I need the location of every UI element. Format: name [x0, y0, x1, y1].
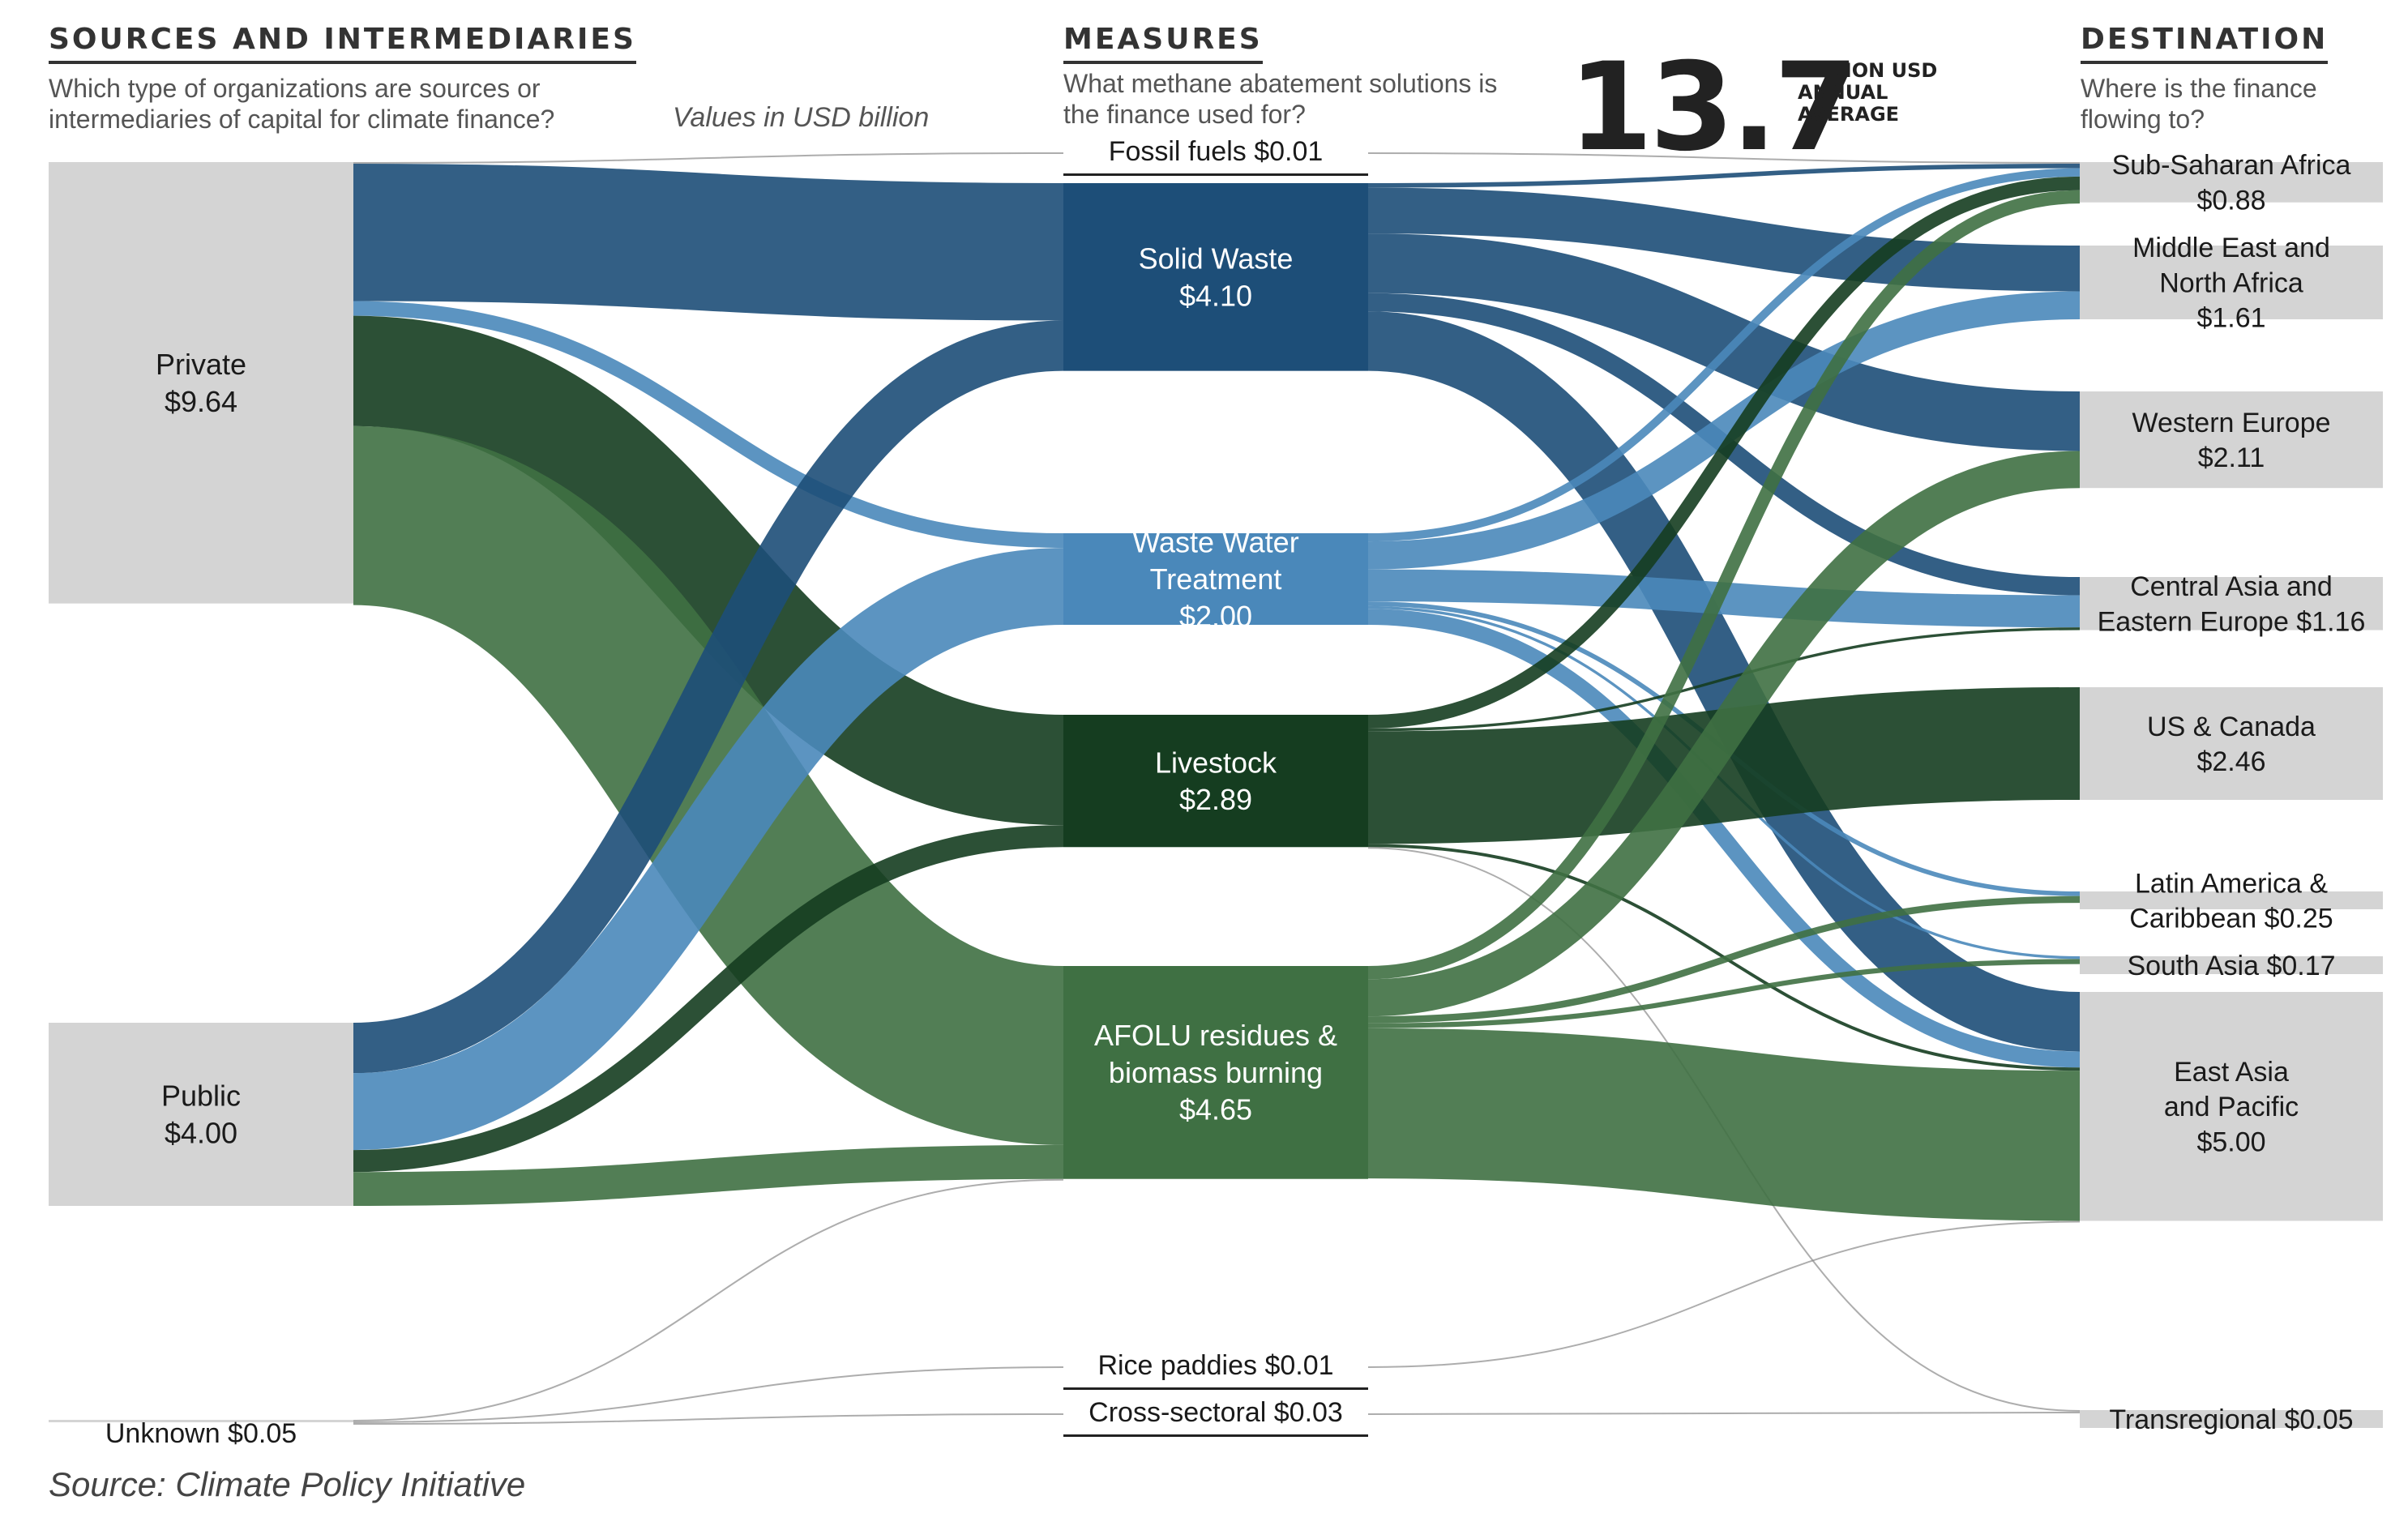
link-solid-waste-to-east-asia-and-pacific [1367, 311, 2081, 1052]
destination-header: DESTINATION [2081, 23, 2329, 64]
link-solid-waste-to-middle-east-and-north-africa [1367, 187, 2081, 292]
link-afolu-residues-and-biomass-burning-to-east-asia-and-pacific [1367, 1028, 2081, 1221]
link-afolu-residues-and-biomass-burning-to-sub-saharan-africa [1367, 190, 2081, 980]
destination-label-western-europe: Western Europe $2.11 [2132, 408, 2330, 473]
source-node-unknown [49, 1420, 353, 1422]
links-layer [350, 152, 2081, 1425]
link-solid-waste-to-sub-saharan-africa [1367, 164, 2081, 188]
measure-label-livestock: Livestock $2.89 [1155, 746, 1277, 816]
link-public-to-waste-water-treatment [353, 548, 1064, 1151]
nodes-layer: Private $9.64 Public $4.00 Unknown $0.05 Foss… [49, 136, 2383, 1449]
link-unknown-to-afolu-residues-and-biomass-burning [353, 1178, 1064, 1421]
measure-node-livestock [1063, 715, 1368, 848]
destination-node-central-asia-and-eastern-europe [2080, 577, 2383, 630]
destination-node-east-asia-and-pacific [2080, 992, 2383, 1221]
link-afolu-residues-and-biomass-burning-to-latin-america-and-caribbean [1367, 896, 2081, 1024]
link-livestock-to-sub-saharan-africa [1367, 176, 2081, 729]
destination-node-latin-america-and-caribbean [2080, 891, 2383, 909]
destination-node-south-asia [2080, 956, 2383, 974]
destination-label-transregional: Transregional $0.05 [2109, 1404, 2353, 1435]
measure-label-rice-paddies: Rice paddies $0.01 [1097, 1350, 1333, 1381]
link-rice-paddies-to-east-asia-and-pacific [1367, 1220, 2081, 1368]
link-fossil-fuels-to-sub-saharan-africa [1367, 152, 2081, 164]
link-private-to-waste-water-treatment [353, 301, 1064, 549]
source-label-unknown: Unknown $0.05 [105, 1418, 297, 1449]
destination-label-sub-saharan-africa: Sub-Saharan Africa $0.88 [2112, 150, 2351, 216]
link-private-to-fossil-fuels [353, 152, 1064, 164]
measure-node-solid-waste [1063, 183, 1368, 371]
destination-node-transregional [2080, 1410, 2383, 1428]
measure-label-cross-sectoral: Cross-sectoral $0.03 [1089, 1397, 1343, 1428]
sources-header: SOURCES AND INTERMEDIARIES [49, 23, 636, 64]
sources-subtitle: Which type of organizations are sources … [49, 74, 555, 134]
measure-label-waste-water-treatment: Waste Water Treatment $2.00 [1132, 525, 1298, 632]
link-waste-water-treatment-to-east-asia-and-pacific [1367, 609, 2081, 1068]
link-private-to-livestock [353, 315, 1064, 826]
link-afolu-residues-and-biomass-burning-to-south-asia [1367, 959, 2081, 1028]
source-node-private [49, 162, 353, 604]
link-public-to-solid-waste [353, 320, 1064, 1074]
destination-label-middle-east-and-north-africa: Middle East and North Africa $1.61 [2132, 233, 2330, 333]
link-waste-water-treatment-to-middle-east-and-north-africa [1367, 291, 2081, 570]
total-label: BILLION USD ANNUAL AVERAGE [1798, 59, 1938, 126]
link-public-to-afolu-residues-and-biomass-burning [353, 1144, 1064, 1206]
source-note: Source: Climate Policy Initiative [49, 1465, 526, 1503]
destination-label-south-asia: South Asia $0.17 [2127, 951, 2335, 981]
link-unknown-to-rice-paddies [353, 1366, 1064, 1423]
measure-label-afolu-residues-and-biomass-burning: AFOLU residues & biomass burning $4.65 [1094, 1019, 1337, 1126]
source-label-public: Public $4.00 [161, 1079, 241, 1150]
link-private-to-solid-waste [353, 164, 1064, 321]
destination-label-us-and-canada: US & Canada $2.46 [2147, 712, 2316, 777]
link-waste-water-treatment-to-sub-saharan-africa [1367, 168, 2081, 542]
units-note: Values in USD billion [673, 102, 930, 133]
destination-node-sub-saharan-africa [2080, 162, 2383, 203]
total-value: 13.7 [1568, 37, 1858, 178]
destination-node-middle-east-and-north-africa [2080, 246, 2383, 319]
measure-node-cross-sectoral [1063, 1434, 1368, 1437]
measure-node-waste-water-treatment [1063, 533, 1368, 625]
destination-label-central-asia-and-eastern-europe: Central Asia and Eastern Europe $1.16 [2098, 571, 2366, 637]
source-label-private: Private $9.64 [156, 348, 246, 418]
link-solid-waste-to-western-europe [1367, 233, 2081, 451]
link-unknown-to-cross-sectoral [353, 1413, 1064, 1425]
destination-node-us-and-canada [2080, 687, 2383, 800]
destination-label-latin-america-and-caribbean: Latin America & Caribbean $0.25 [2129, 868, 2333, 934]
measure-label-solid-waste: Solid Waste $4.10 [1139, 242, 1294, 313]
link-afolu-residues-and-biomass-burning-to-western-europe [1367, 451, 2081, 1017]
measures-subtitle: What methane abatement solutions is the … [1063, 69, 1498, 129]
destination-node-western-europe [2080, 391, 2383, 489]
measure-label-fossil-fuels: Fossil fuels $0.01 [1109, 136, 1324, 167]
destination-subtitle: Where is the finance flowing to? [2081, 74, 2317, 134]
measure-node-fossil-fuels [1063, 173, 1368, 176]
link-livestock-to-central-asia-and-eastern-europe [1367, 627, 2081, 732]
link-cross-sectoral-to-transregional [1367, 1412, 2081, 1415]
destination-label-east-asia-and-pacific: East Asia and Pacific $5.00 [2164, 1057, 2299, 1157]
measure-node-afolu-residues-and-biomass-burning [1063, 966, 1368, 1179]
link-public-to-livestock [353, 825, 1064, 1173]
measures-header: MEASURES [1063, 23, 1263, 64]
measure-node-rice-paddies [1063, 1387, 1368, 1390]
source-node-public [49, 1023, 353, 1206]
